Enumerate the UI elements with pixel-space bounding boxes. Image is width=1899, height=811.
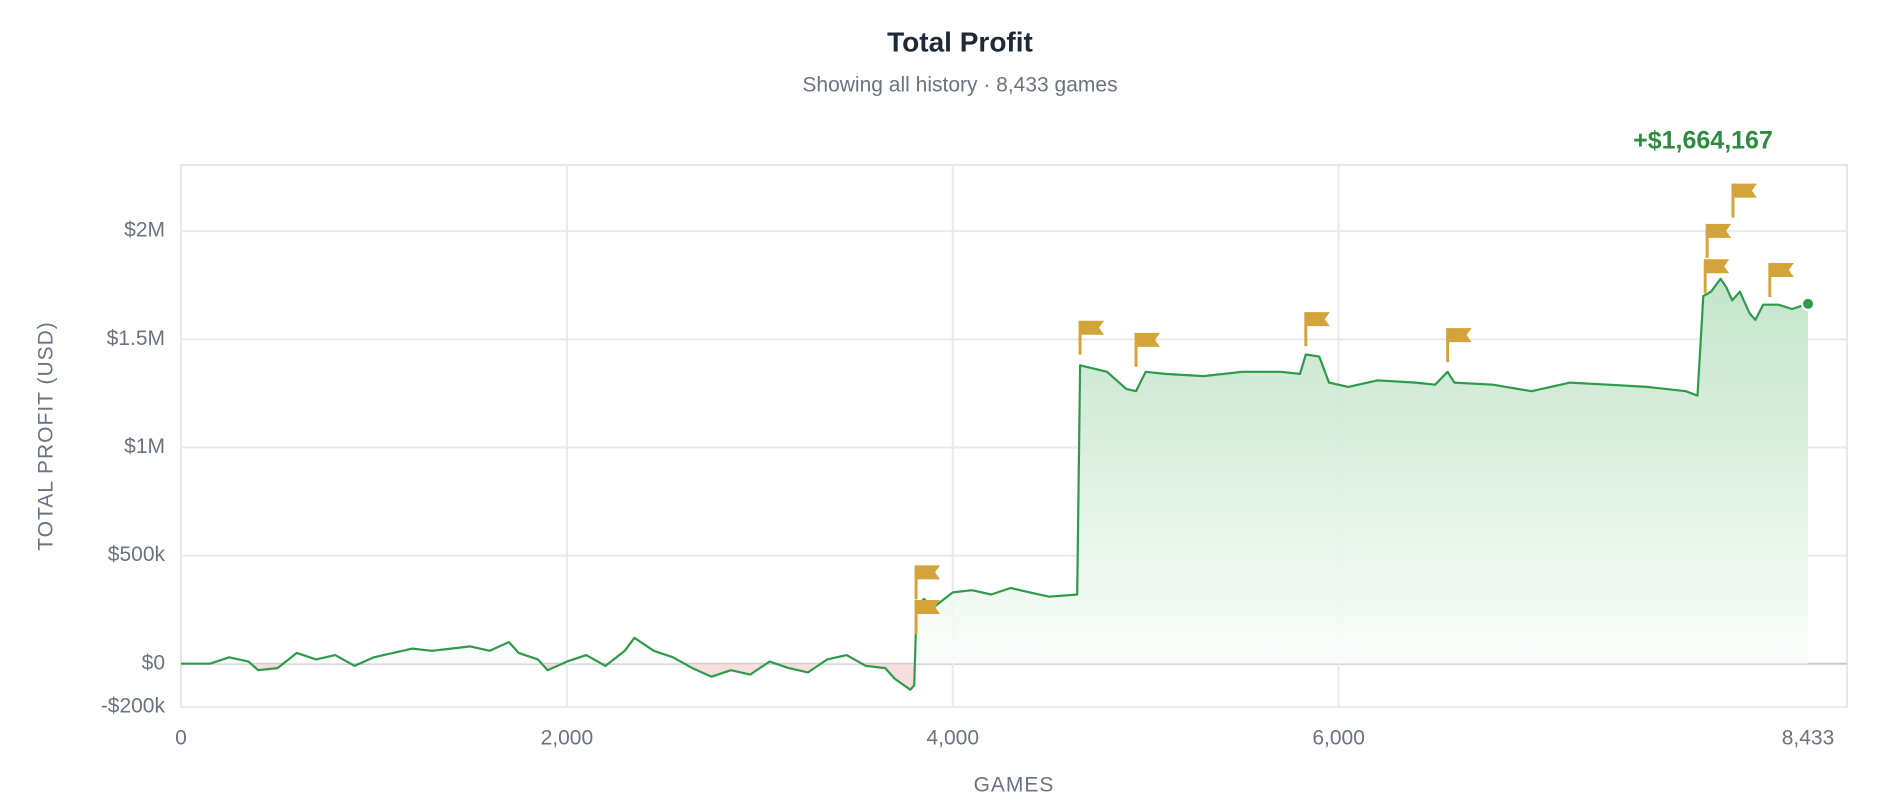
flag xyxy=(1078,320,1105,355)
flag-part xyxy=(917,599,941,614)
y-tick-label: $1.5M xyxy=(107,327,165,350)
y-tick-label: $2M xyxy=(124,219,165,242)
y-tick-label: $0 xyxy=(142,651,165,674)
y-axis-label: TOTAL PROFIT (USD) xyxy=(35,321,58,551)
area-positive xyxy=(181,278,1808,664)
flag xyxy=(1304,312,1330,347)
chart-subtitle: Showing all history · 8,433 games xyxy=(802,74,1117,97)
flag-part xyxy=(917,565,941,580)
flag xyxy=(1768,262,1794,297)
x-tick-label: 4,000 xyxy=(926,727,979,750)
flag-part xyxy=(1706,259,1730,274)
flag xyxy=(1705,223,1732,258)
line xyxy=(181,277,1809,691)
x-tick-label: 6,000 xyxy=(1312,727,1365,750)
flag-part xyxy=(1770,262,1794,277)
x-tick-label: 2,000 xyxy=(541,727,594,750)
flag-part xyxy=(1448,328,1472,343)
annotation: +$1,664,167 xyxy=(1633,127,1773,155)
y-tick-label: $1M xyxy=(124,435,165,458)
x-tick-label: 8,433 xyxy=(1782,727,1835,750)
flag-part xyxy=(1081,320,1105,335)
y-tick-label: -$200k xyxy=(101,695,166,718)
flag-part xyxy=(1306,312,1330,327)
flag xyxy=(914,599,941,634)
flag-part xyxy=(1137,332,1161,347)
y-tick-label: $500k xyxy=(108,543,166,566)
flag xyxy=(1703,259,1730,294)
chart-title: Total Profit xyxy=(887,26,1033,57)
flag xyxy=(1731,183,1757,218)
x-tick-label: 0 xyxy=(175,727,187,750)
end-point xyxy=(1801,296,1816,311)
flag-part xyxy=(1708,223,1732,238)
x-axis-label: GAMES xyxy=(974,774,1055,797)
flag xyxy=(1446,328,1472,363)
flag-part xyxy=(1733,183,1757,198)
flag xyxy=(914,565,941,600)
flag xyxy=(1134,332,1161,367)
